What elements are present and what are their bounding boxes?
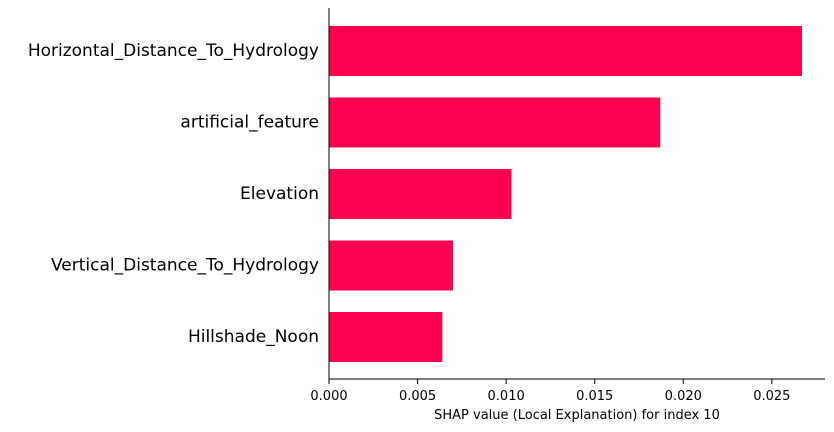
category-labels-group: Horizontal_Distance_To_Hydrology artifici… — [28, 41, 319, 347]
category-label: Horizontal_Distance_To_Hydrology — [28, 41, 319, 61]
bars-group — [329, 26, 802, 362]
x-tick-label: 0.005 — [399, 389, 436, 404]
x-ticks-group: 0.000 0.005 0.010 0.015 0.020 0.025 — [310, 379, 790, 404]
x-tick-label: 0.010 — [488, 389, 525, 404]
category-label: Vertical_Distance_To_Hydrology — [51, 256, 319, 276]
x-tick-label: 0.015 — [576, 389, 613, 404]
x-tick-label: 0.020 — [665, 389, 702, 404]
x-tick-label: 0.025 — [753, 389, 790, 404]
category-label: Elevation — [240, 184, 319, 204]
bar-Horizontal_Distance_To_Hydrology — [329, 26, 802, 76]
bar-artificial_feature — [329, 97, 661, 148]
bar-Hillshade_Noon — [329, 312, 443, 362]
bar-Vertical_Distance_To_Hydrology — [329, 240, 453, 291]
category-label: artificial_feature — [180, 113, 319, 133]
x-tick-label: 0.000 — [310, 389, 347, 404]
bar-Elevation — [329, 169, 512, 219]
category-label: Hillshade_Noon — [188, 327, 319, 347]
x-axis-title: SHAP value (Local Explanation) for index… — [434, 408, 720, 423]
